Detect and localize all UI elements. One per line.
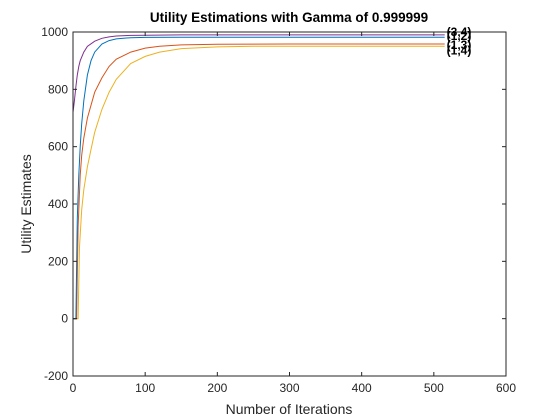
y-tick-label: 800	[48, 82, 68, 96]
series-line-1-2	[73, 36, 445, 320]
x-axis-label: Number of Iterations	[226, 401, 353, 417]
series-lines	[73, 34, 445, 320]
series-end-label: (1,4)	[447, 43, 472, 57]
y-axis-label: Utility Estimates	[18, 154, 34, 254]
series-line-1-3	[73, 43, 445, 320]
y-tick-label: 200	[48, 254, 68, 268]
axes-box	[72, 31, 507, 377]
series-line-1-4	[73, 45, 445, 320]
x-tick-label: 500	[424, 381, 444, 395]
y-tick-label: -200	[44, 369, 68, 383]
chart-title: Utility Estimations with Gamma of 0.9999…	[150, 10, 428, 25]
x-tick-label: 0	[70, 381, 77, 395]
x-tick-label: 600	[496, 381, 516, 395]
y-tick-label: 0	[61, 312, 68, 326]
plot-area: 0 100 200 300 400 500 600-20002004006008001000…	[41, 25, 516, 395]
series-end-label: (1,3)	[447, 38, 472, 52]
series-end-label: (3,4)	[447, 25, 472, 39]
series-end-label: (1,2)	[447, 29, 472, 43]
y-tick-label: 600	[48, 140, 68, 154]
y-tick-label: 400	[48, 197, 68, 211]
y-tick-label: 1000	[41, 25, 68, 39]
x-tick-label: 100	[135, 381, 155, 395]
x-tick-label: 400	[352, 381, 372, 395]
x-tick-label: 200	[207, 381, 227, 395]
x-tick-label: 300	[279, 381, 299, 395]
